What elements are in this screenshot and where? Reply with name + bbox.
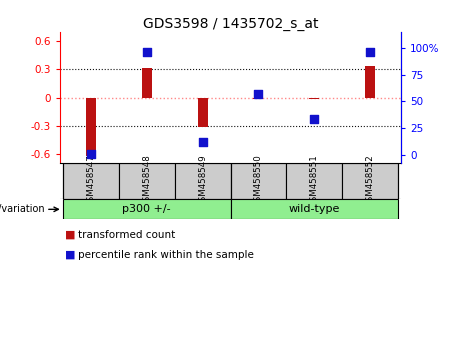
Point xyxy=(366,49,374,55)
Bar xyxy=(86,98,96,156)
Text: percentile rank within the sample: percentile rank within the sample xyxy=(78,250,254,259)
Text: GSM458552: GSM458552 xyxy=(366,154,375,207)
Text: genotype/variation: genotype/variation xyxy=(0,204,45,214)
Bar xyxy=(197,98,207,127)
Text: ■: ■ xyxy=(65,230,75,240)
Text: GSM458549: GSM458549 xyxy=(198,154,207,207)
Text: GSM458551: GSM458551 xyxy=(310,154,319,207)
Text: p300 +/-: p300 +/- xyxy=(122,204,171,214)
Bar xyxy=(118,163,175,199)
Point xyxy=(87,151,95,156)
Bar xyxy=(230,163,286,199)
Bar xyxy=(175,163,230,199)
Bar xyxy=(343,163,398,199)
Bar xyxy=(63,199,230,219)
Bar xyxy=(230,199,398,219)
Text: GSM458547: GSM458547 xyxy=(86,154,95,207)
Text: wild-type: wild-type xyxy=(289,204,340,214)
Point xyxy=(255,91,262,97)
Bar xyxy=(142,68,152,98)
Bar xyxy=(63,163,118,199)
Point xyxy=(143,49,150,55)
Title: GDS3598 / 1435702_s_at: GDS3598 / 1435702_s_at xyxy=(143,17,318,31)
Bar xyxy=(286,163,343,199)
Point xyxy=(199,139,206,145)
Text: GSM458550: GSM458550 xyxy=(254,154,263,207)
Text: transformed count: transformed count xyxy=(78,230,176,240)
Point xyxy=(311,116,318,122)
Text: ■: ■ xyxy=(65,250,75,259)
Text: GSM458548: GSM458548 xyxy=(142,154,151,207)
Bar xyxy=(365,65,375,98)
